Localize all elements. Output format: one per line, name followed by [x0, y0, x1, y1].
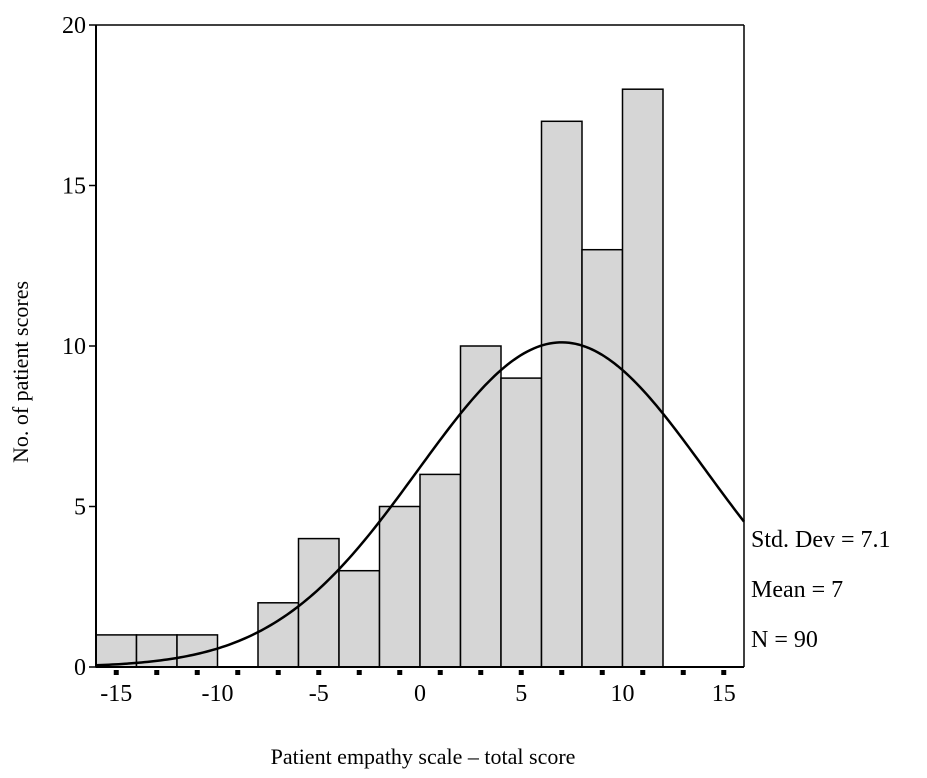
std-dev-label: Std. Dev = 7.1 [751, 527, 891, 553]
y-tick-label: 0 [74, 655, 86, 681]
x-tick [194, 670, 200, 675]
x-tick-label: 5 [515, 681, 527, 707]
y-tick-label: 5 [74, 495, 86, 521]
histogram-bar [378, 505, 421, 668]
histogram-bar [540, 120, 583, 668]
x-tick [316, 670, 322, 675]
x-tick [235, 670, 241, 675]
x-tick [356, 670, 362, 675]
histogram-bar [581, 248, 624, 668]
x-tick [559, 670, 565, 675]
histogram-bar [419, 473, 462, 668]
y-axis-title: No. of patient scores [8, 281, 33, 463]
x-tick [721, 670, 727, 675]
x-tick-label: 15 [712, 681, 736, 707]
histogram-bar [459, 345, 502, 668]
histogram-bar [257, 602, 300, 668]
axis-ticks: 0 5 10 15 20 -15 -10 -5 0 5 10 15 [62, 13, 736, 707]
x-tick [599, 670, 605, 675]
x-tick-label: 0 [414, 681, 426, 707]
x-tick-label: -10 [202, 681, 234, 707]
x-tick-label: -5 [309, 681, 329, 707]
x-tick [518, 670, 524, 675]
x-tick [275, 670, 281, 675]
x-tick [478, 670, 484, 675]
normal-curve [95, 341, 745, 667]
x-tick-label: -15 [100, 681, 132, 707]
x-tick [680, 670, 686, 675]
x-tick [437, 670, 443, 675]
y-tick-label: 15 [62, 174, 86, 200]
x-axis-title: Patient empathy scale – total score [271, 744, 576, 769]
histogram-bar [338, 569, 381, 668]
x-tick [397, 670, 403, 675]
x-tick [154, 670, 160, 675]
n-label: N = 90 [751, 627, 818, 653]
x-tick [640, 670, 646, 675]
y-tick-label: 20 [62, 13, 86, 39]
histogram-bar [500, 377, 543, 668]
mean-label: Mean = 7 [751, 577, 844, 603]
x-tick-label: 10 [611, 681, 635, 707]
histogram-bar [621, 88, 664, 668]
histogram-bars [95, 88, 664, 668]
y-tick-label: 10 [62, 334, 86, 360]
x-tick [113, 670, 119, 675]
